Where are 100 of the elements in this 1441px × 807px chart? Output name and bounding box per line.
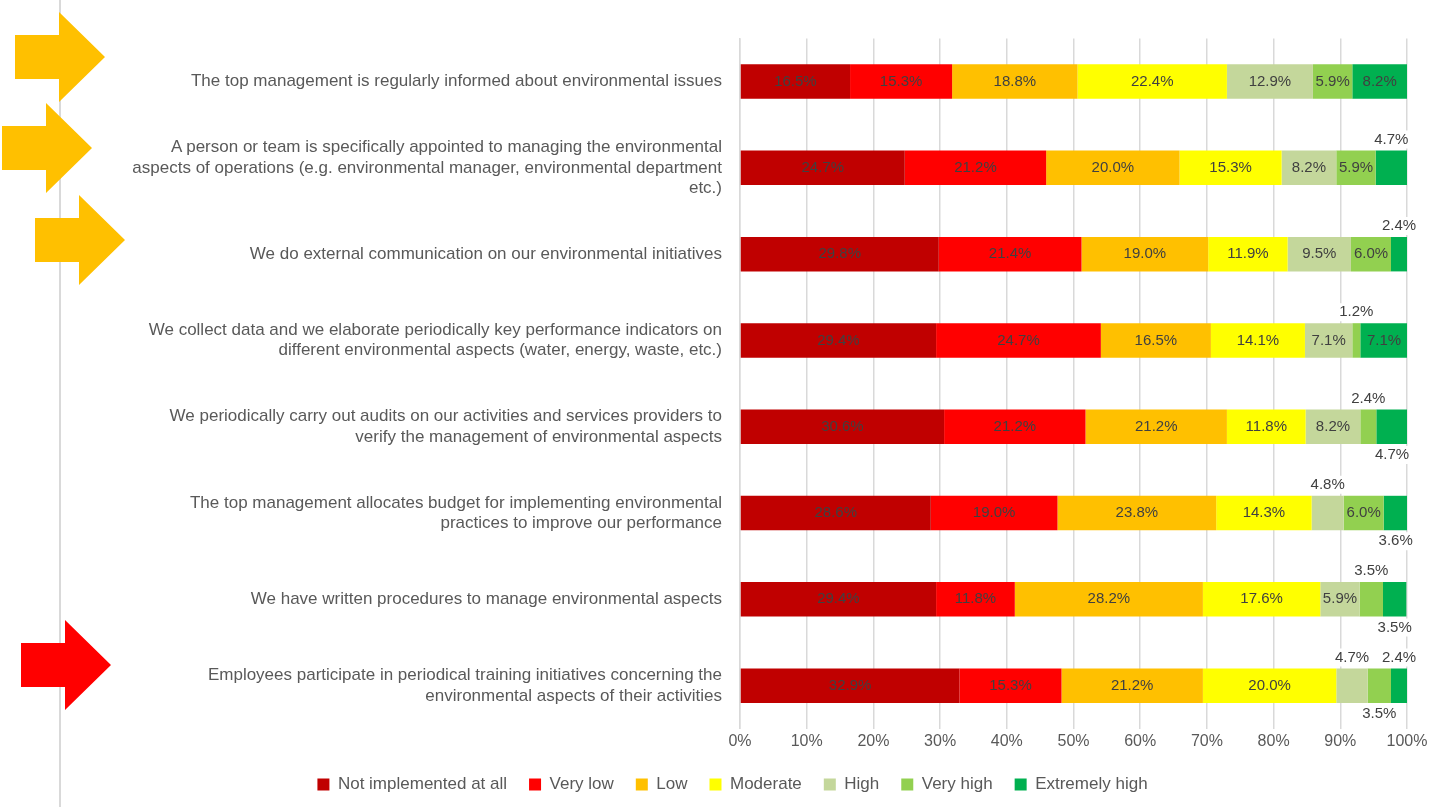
data-label: 8.2% [1315, 416, 1351, 434]
data-label: 3.5% [1354, 561, 1389, 579]
bar [1208, 236, 1288, 272]
bar [1382, 582, 1407, 617]
y-tick-label: A person or team is specifically appointed to managing the environmental aspects of operations (e.g. environmental manager, environmental department etc.) [132, 137, 723, 197]
bar [740, 236, 939, 272]
data-label: 4.7% [1374, 129, 1409, 147]
bar [1081, 236, 1209, 272]
x-tick-label: 70% [1190, 731, 1223, 749]
y-tick-label: The top management is regularly informed about environmental issues [190, 71, 722, 91]
bar [1046, 150, 1180, 186]
legend-label: Moderate [729, 774, 802, 794]
legend-label: Low [656, 774, 689, 794]
data-label: 16.5% [774, 71, 817, 89]
data-label: 15.3% [1209, 157, 1252, 175]
y-tick-label: The top management allocates budget for implementing environmental practices to improve our performance [189, 492, 722, 532]
data-label: 7.1% [1366, 330, 1402, 348]
data-label: 14.1% [1236, 330, 1280, 348]
data-label: 2.4% [1381, 647, 1417, 665]
legend-label: Very high [921, 774, 993, 794]
data-label: 3.5% [1362, 704, 1397, 722]
data-label: 24.7% [997, 330, 1040, 348]
data-label: 5.9% [1322, 589, 1358, 607]
data-label: 4.7% [1334, 647, 1370, 665]
bar [1226, 64, 1313, 99]
bar [904, 150, 1047, 186]
data-label: 19.0% [972, 503, 1016, 521]
bar [959, 668, 1062, 703]
data-label: 28.2% [1087, 589, 1131, 607]
data-label: 8.2% [1291, 157, 1327, 175]
data-label: 2.4% [1351, 388, 1386, 406]
data-label: 19.0% [1123, 244, 1167, 262]
bar [740, 409, 945, 445]
data-label: 22.4% [1130, 71, 1174, 89]
data-label: 18.8% [993, 71, 1037, 89]
data-label: 6.0% [1346, 503, 1381, 521]
data-label: 5.9% [1315, 71, 1350, 89]
data-label: 11.9% [1227, 244, 1269, 262]
bar [740, 668, 960, 703]
bar [740, 150, 905, 186]
bar [1352, 64, 1407, 99]
bar [740, 323, 937, 358]
data-label: 29.8% [818, 244, 862, 262]
bar [1336, 668, 1368, 703]
legend-label: Extremely high [1035, 774, 1148, 794]
x-tick-label: 100% [1386, 731, 1428, 749]
data-label: 11.8% [954, 589, 997, 607]
bar [1367, 668, 1391, 703]
x-tick-label: 0% [728, 731, 752, 749]
x-tick-label: 80% [1257, 731, 1290, 749]
bar [1376, 409, 1407, 445]
bar [1311, 495, 1344, 531]
legend-label: Not implemented at all [337, 774, 508, 794]
data-label: 4.7% [1374, 445, 1410, 463]
x-tick-label: 40% [990, 731, 1023, 749]
bar [1210, 323, 1305, 358]
bar [1179, 150, 1282, 186]
data-label: 8.2% [1362, 71, 1397, 89]
data-label: 21.2% [1134, 416, 1178, 434]
bar [1383, 495, 1407, 531]
y-tick-label: We have written procedures to manage environmental aspects [250, 589, 722, 609]
bar [1360, 323, 1407, 358]
bar [936, 323, 1101, 358]
data-label: 3.5% [1377, 617, 1412, 635]
data-label: 21.4% [988, 244, 1032, 262]
bar [1352, 323, 1361, 358]
bar [1359, 582, 1383, 617]
bar [1077, 64, 1227, 99]
data-label: 2.4% [1381, 216, 1417, 234]
bar [1057, 495, 1217, 531]
data-label: 15.3% [989, 675, 1032, 693]
data-label: 15.3% [879, 71, 923, 89]
bar [1085, 409, 1227, 445]
bar [850, 64, 953, 99]
bar [740, 495, 931, 531]
bar [1390, 668, 1407, 703]
data-label: 32.9% [828, 675, 872, 693]
bar [944, 409, 1086, 445]
data-label: 20.0% [1248, 675, 1291, 693]
y-tick-label: We periodically carry out audits on our activities and services providers to verify the management of environmental aspects [169, 406, 722, 446]
y-tick-label: We collect data and we elaborate periodically key performance indicators on different environmental aspects (water, energy, waste, etc.) [148, 319, 722, 360]
data-label: 6.0% [1353, 244, 1389, 262]
bar [1202, 668, 1337, 703]
data-label: 12.9% [1248, 71, 1292, 89]
bar [938, 236, 1082, 272]
x-tick-label: 30% [924, 731, 957, 749]
bar [930, 495, 1058, 531]
bar [1202, 582, 1321, 617]
data-label: 16.5% [1134, 330, 1178, 348]
data-label: 21.2% [993, 416, 1037, 434]
bar [1304, 323, 1353, 358]
data-label: 24.7% [801, 157, 845, 175]
data-label: 21.2% [1110, 675, 1154, 693]
bar [952, 64, 1078, 99]
data-label: 14.3% [1242, 503, 1286, 521]
data-label: 4.8% [1310, 474, 1345, 492]
bar [1216, 495, 1312, 531]
bar [1390, 236, 1407, 272]
bar [1375, 150, 1407, 186]
bar [1226, 409, 1306, 445]
